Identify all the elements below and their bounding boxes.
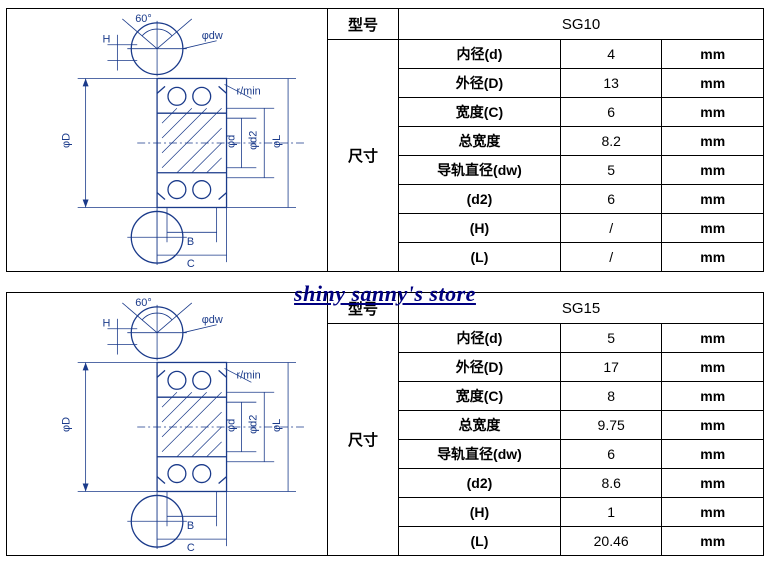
model-value: SG10 (399, 9, 763, 39)
table-row: (H)/mm (399, 214, 763, 243)
dimensions-row: 尺寸 内径(d)4mm 外径(D)13mm 宽度(C)6mm 总宽度8.2mm … (328, 40, 763, 271)
table-row: (H)1mm (399, 498, 763, 527)
svg-text:φd: φd (225, 135, 237, 148)
svg-text:r/min: r/min (236, 85, 260, 97)
dimensions-row: 尺寸 内径(d)5mm 外径(D)17mm 宽度(C)8mm 总宽度9.75mm… (328, 324, 763, 555)
svg-text:B: B (187, 520, 194, 532)
spec-right: 型号 SG10 尺寸 内径(d)4mm 外径(D)13mm 宽度(C)6mm 总… (328, 9, 763, 271)
table-row: 导轨直径(dw)6mm (399, 440, 763, 469)
svg-text:60°: 60° (135, 297, 151, 309)
spec-block-sg15: 60° φdw H r/min φD φd φd2 (6, 292, 764, 556)
svg-text:φL: φL (271, 135, 283, 148)
bearing-diagram-icon: 60° φdw H r/min φD φd φd2 (7, 293, 327, 555)
svg-text:r/min: r/min (236, 369, 260, 381)
table-row: 宽度(C)6mm (399, 98, 763, 127)
svg-text:C: C (187, 542, 195, 554)
table-row: 外径(D)17mm (399, 353, 763, 382)
table-row: 外径(D)13mm (399, 69, 763, 98)
table-row: (L)/mm (399, 243, 763, 271)
table-row: 总宽度9.75mm (399, 411, 763, 440)
spec-block-sg10: 60° φdw H r/min φD (6, 8, 764, 272)
bearing-diagram-icon: 60° φdw H r/min φD (7, 9, 327, 271)
spec-right: 型号 SG15 尺寸 内径(d)5mm 外径(D)17mm 宽度(C)8mm 总… (328, 293, 763, 555)
dimensions-label: 尺寸 (328, 40, 399, 271)
table-row: 宽度(C)8mm (399, 382, 763, 411)
table-row: (d2)6mm (399, 185, 763, 214)
diagram-cell: 60° φdw H r/min φD φd φd2 (7, 293, 328, 555)
model-label: 型号 (328, 9, 399, 39)
watermark-text: shiny sanny's store (294, 281, 476, 307)
svg-text:B: B (187, 236, 194, 248)
svg-text:φd2: φd2 (247, 415, 259, 434)
table-row: (d2)8.6mm (399, 469, 763, 498)
dimensions-label: 尺寸 (328, 324, 399, 555)
table-row: 内径(d)4mm (399, 40, 763, 69)
table-row: 内径(d)5mm (399, 324, 763, 353)
table-row: 导轨直径(dw)5mm (399, 156, 763, 185)
dimensions-table: 内径(d)4mm 外径(D)13mm 宽度(C)6mm 总宽度8.2mm 导轨直… (399, 40, 763, 271)
table-row: (L)20.46mm (399, 527, 763, 555)
table-row: 总宽度8.2mm (399, 127, 763, 156)
svg-text:H: H (102, 34, 110, 46)
svg-text:φL: φL (271, 419, 283, 432)
diagram-cell: 60° φdw H r/min φD (7, 9, 328, 271)
svg-text:φD: φD (61, 133, 73, 148)
dimensions-table: 内径(d)5mm 外径(D)17mm 宽度(C)8mm 总宽度9.75mm 导轨… (399, 324, 763, 555)
svg-text:C: C (187, 258, 195, 270)
svg-text:φdw: φdw (202, 314, 223, 326)
svg-text:H: H (102, 318, 110, 330)
svg-text:φd: φd (225, 419, 237, 432)
svg-text:60°: 60° (135, 13, 151, 25)
svg-text:φdw: φdw (202, 30, 223, 42)
svg-text:φd2: φd2 (247, 131, 259, 150)
svg-text:φD: φD (61, 417, 73, 432)
model-row: 型号 SG10 (328, 9, 763, 40)
